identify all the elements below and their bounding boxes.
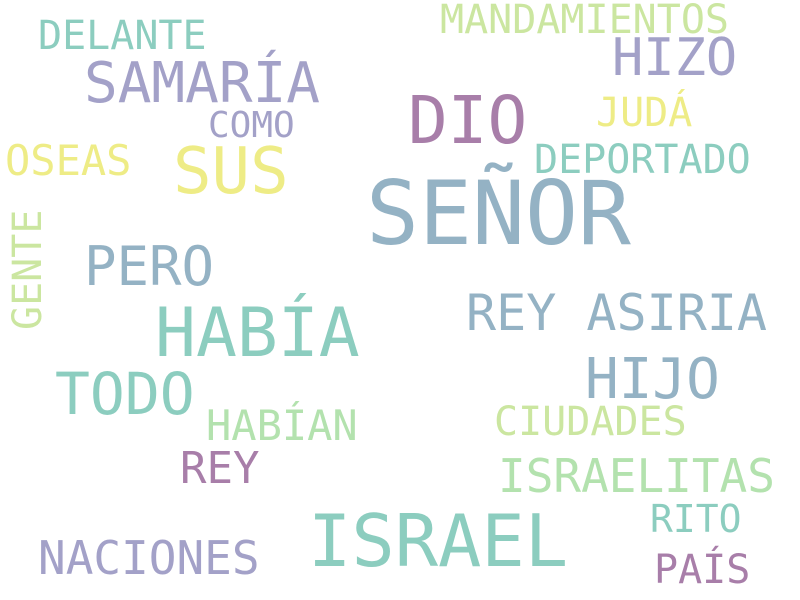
word-habia: HABÍA <box>155 294 360 373</box>
word-israelitas: ISRAELITAS <box>498 449 775 503</box>
word-deportado: DEPORTADO <box>534 137 751 183</box>
word-hijo: HIJO <box>585 347 720 412</box>
word-gente: GENTE <box>5 209 51 330</box>
word-pero: PERO <box>84 235 215 298</box>
word-pais: PAÍS <box>654 547 751 593</box>
word-delante: DELANTE <box>38 13 207 59</box>
word-rito: RITO <box>650 497 742 541</box>
word-oseas: OSEAS <box>5 136 132 185</box>
word-rey: REY <box>180 443 260 494</box>
word-dio: DIO <box>408 82 528 159</box>
word-mandamientos: MANDAMIENTOS <box>440 0 729 43</box>
word-senor: SEÑOR <box>366 162 631 265</box>
word-sus: SUS <box>173 135 289 209</box>
word-ciudades: CIUDADES <box>494 399 687 445</box>
word-naciones: NACIONES <box>38 531 260 585</box>
word-habian: HABÍAN <box>206 401 358 450</box>
word-todo: TODO <box>55 360 195 428</box>
word-como: COMO <box>208 105 295 146</box>
word-juda: JUDÁ <box>596 90 693 136</box>
word-israel: ISRAEL <box>308 499 569 583</box>
word-samaria: SAMARÍA <box>84 51 321 116</box>
word-rey-asiria: REY ASIRIA <box>466 284 768 342</box>
word-hizo: HIZO <box>612 28 738 88</box>
